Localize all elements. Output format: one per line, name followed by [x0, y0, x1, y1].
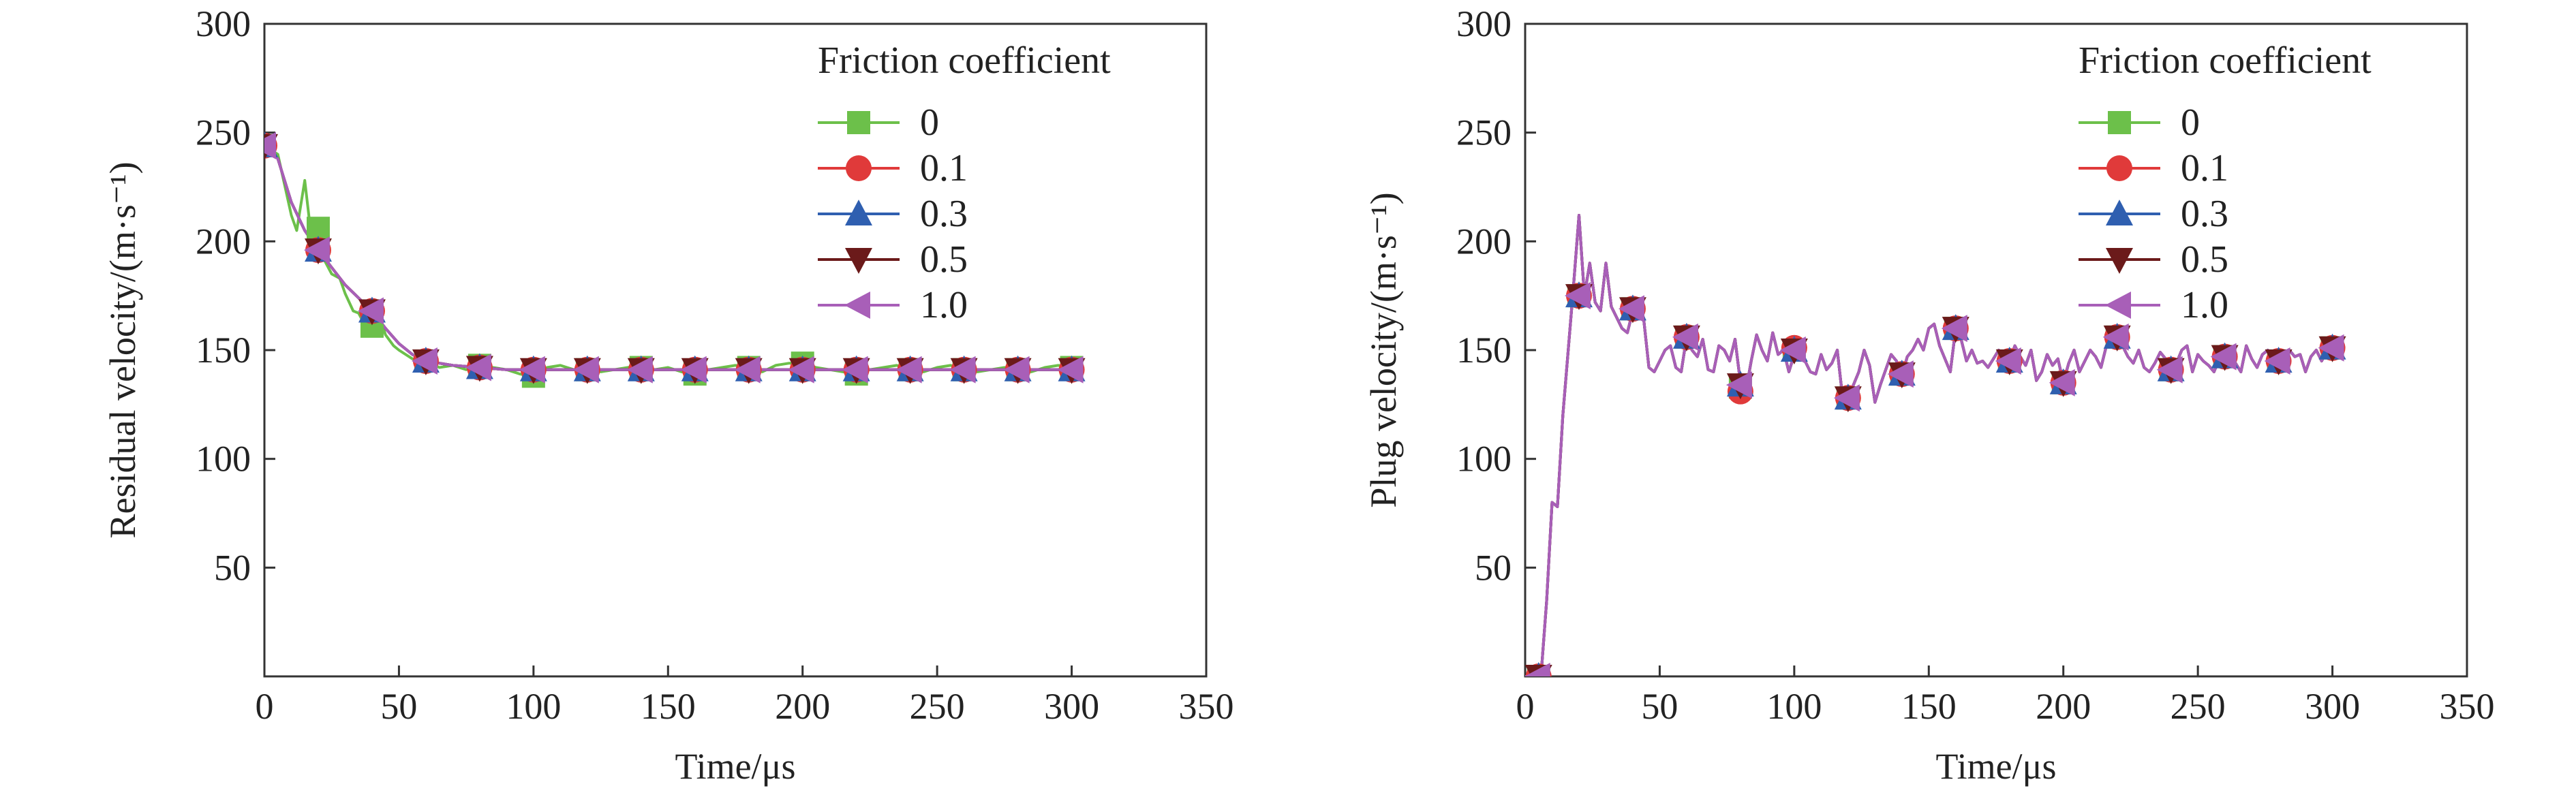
data-point — [1833, 384, 1860, 412]
x-tick-label: 350 — [1179, 686, 1234, 727]
data-point — [1618, 295, 1644, 323]
legend: Friction coefficient 00.10.30.51.0 — [2079, 40, 2372, 326]
legend-label: 0 — [2181, 101, 2200, 144]
legend-label: 1.0 — [920, 284, 968, 326]
legend-marker — [846, 155, 872, 181]
data-point — [1525, 663, 1550, 676]
legend-marker — [845, 200, 872, 225]
data-point — [1564, 282, 1591, 310]
data-point — [788, 356, 814, 383]
x-tick-label: 250 — [910, 686, 965, 727]
legend-label: 0.3 — [2181, 193, 2228, 235]
legend-marker — [2106, 200, 2133, 225]
x-tick-label: 0 — [256, 686, 274, 727]
series-markers-0.5 — [1525, 284, 2346, 676]
data-point — [411, 347, 438, 375]
chart-panel-1: 0 50 100 150 200 250 300 350 50 100 150 200 250 300 Ti… — [102, 3, 1234, 787]
y-tick-label: 250 — [196, 112, 251, 153]
series-markers-0.1 — [1525, 283, 2346, 676]
legend-label: 0.1 — [2181, 147, 2228, 189]
data-point — [1887, 360, 1914, 388]
legend-marker — [2108, 111, 2131, 134]
data-point — [2102, 323, 2129, 351]
chart-panel-2: 0 50 100 150 200 250 300 350 50 100 150 200 250 300 Ti… — [1363, 3, 2495, 787]
data-point — [895, 356, 922, 383]
legend-label: 1.0 — [2181, 284, 2228, 326]
x-tick-label: 0 — [1516, 686, 1535, 727]
y-tick-label: 100 — [196, 439, 251, 480]
x-tick-label: 200 — [2036, 686, 2091, 727]
data-point — [680, 356, 707, 383]
series-markers-1.0 — [264, 131, 1084, 383]
x-axis-title: Time/μs — [1935, 746, 2056, 787]
x-tick-label: 300 — [1044, 686, 1099, 727]
legend-label: 0.3 — [920, 193, 968, 235]
y-tick-label: 100 — [1456, 439, 1512, 480]
x-tick-label: 100 — [1766, 686, 1822, 727]
data-point — [519, 356, 545, 383]
data-point — [1941, 315, 1967, 343]
series-markers-0.3 — [1531, 281, 2346, 676]
data-point — [2210, 343, 2237, 371]
legend-label: 0.1 — [920, 147, 968, 189]
y-tick-label: 300 — [1456, 3, 1512, 44]
legend: Friction coefficient 00.10.30.51.0 — [818, 40, 1111, 326]
data-point — [2049, 369, 2075, 396]
legend-marker — [2106, 248, 2133, 274]
y-axis-title: Residual velocity/(m·s⁻¹) — [102, 161, 143, 538]
legend-marker — [845, 248, 872, 274]
plot-area — [1525, 214, 2346, 676]
y-tick-label: 50 — [1475, 547, 1512, 588]
x-tick-label: 350 — [2440, 686, 2495, 727]
data-point — [357, 297, 384, 325]
y-tick-label: 50 — [214, 547, 251, 588]
data-point — [1003, 356, 1030, 383]
y-axis-title: Plug velocity/(m·s⁻¹) — [1363, 192, 1404, 507]
data-point — [264, 131, 276, 159]
legend-label: 0 — [920, 101, 939, 144]
data-point — [2318, 334, 2344, 362]
y-tick-label: 200 — [196, 221, 251, 262]
x-tick-label: 100 — [506, 686, 561, 727]
legend-label: 0.5 — [2181, 238, 2228, 281]
data-point — [465, 354, 491, 381]
y-tick-label: 300 — [196, 3, 251, 44]
data-point — [734, 356, 761, 383]
x-tick-label: 150 — [1901, 686, 1957, 727]
x-tick-label: 50 — [380, 686, 417, 727]
x-tick-label: 50 — [1641, 686, 1678, 727]
plot-area — [264, 131, 1086, 388]
x-tick-label: 150 — [641, 686, 696, 727]
data-point — [2264, 347, 2290, 375]
series-line-1.0 — [1525, 214, 2333, 676]
data-point — [1057, 356, 1084, 383]
legend-marker — [847, 111, 870, 134]
y-tick-label: 200 — [1456, 221, 1512, 262]
data-point — [572, 356, 599, 383]
legend-label: 0.5 — [920, 238, 968, 281]
data-point — [1779, 336, 1806, 364]
legend-marker — [2105, 292, 2131, 319]
data-point — [2156, 356, 2183, 383]
y-tick-label: 150 — [1456, 330, 1512, 371]
legend-marker — [2106, 155, 2132, 181]
legend-title: Friction coefficient — [2079, 40, 2372, 82]
x-tick-label: 250 — [2171, 686, 2226, 727]
x-axis-title: Time/μs — [675, 746, 795, 787]
legend-title: Friction coefficient — [818, 40, 1111, 82]
data-point — [1995, 347, 2021, 375]
data-point — [949, 356, 976, 383]
data-point — [303, 236, 330, 264]
legend-marker — [844, 292, 870, 319]
data-point — [1726, 371, 1752, 399]
data-point — [1672, 323, 1698, 351]
x-tick-label: 200 — [775, 686, 830, 727]
series-markers-1.0 — [1525, 282, 2344, 676]
x-tick-label: 300 — [2305, 686, 2360, 727]
y-tick-label: 250 — [1456, 112, 1512, 153]
data-point — [626, 356, 653, 383]
data-point — [842, 356, 868, 383]
y-tick-label: 150 — [196, 330, 251, 371]
